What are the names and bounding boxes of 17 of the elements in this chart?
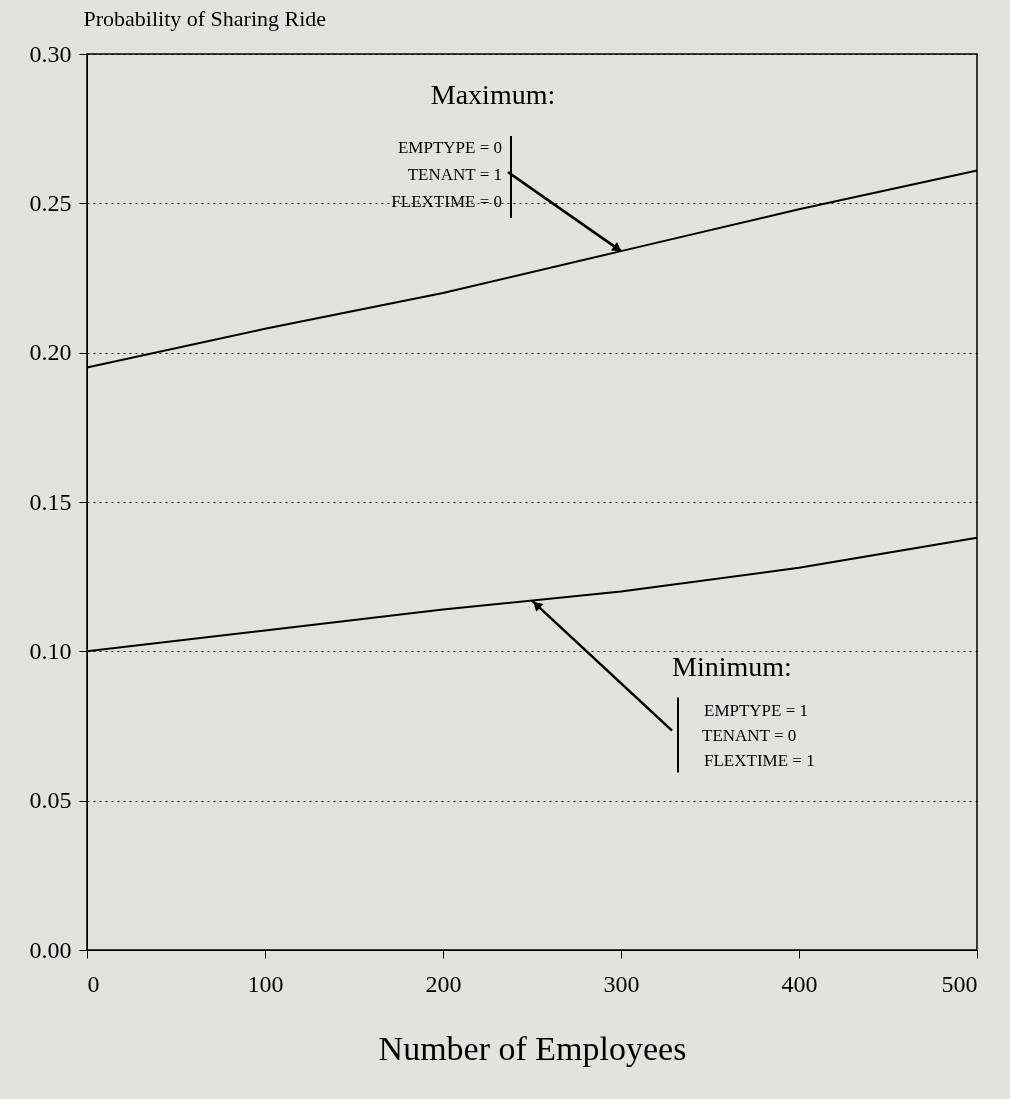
x-axis-title: Number of Employees bbox=[378, 1029, 687, 1067]
x-tick-label: 400 bbox=[781, 970, 818, 997]
x-tick-label: 0 bbox=[87, 970, 100, 997]
y-tick-label: 0.05 bbox=[29, 787, 72, 814]
annotation: Maximum: EMPTYPE = 0 TENANT = 1 FLEXTIME = 0 bbox=[391, 79, 556, 212]
annotation: Minimum: EMPTYPE = 1 TENANT = 0 FLEXTIME = 1 bbox=[672, 650, 815, 770]
y-axis-title: Probability of Sharing Ride bbox=[83, 5, 327, 31]
y-tick-label: 0.00 bbox=[29, 936, 72, 963]
x-tick-label: 500 bbox=[941, 970, 978, 997]
y-tick-label: 0.25 bbox=[29, 189, 72, 216]
y-tick-label: 0.30 bbox=[29, 40, 72, 67]
x-tick-label: 300 bbox=[603, 970, 640, 997]
x-tick-label: 100 bbox=[247, 970, 284, 997]
y-tick-label: 0.15 bbox=[29, 488, 72, 515]
y-tick-label: 0.20 bbox=[29, 339, 72, 366]
y-tick-label: 0.10 bbox=[29, 637, 72, 664]
x-tick-label: 200 bbox=[425, 970, 462, 997]
